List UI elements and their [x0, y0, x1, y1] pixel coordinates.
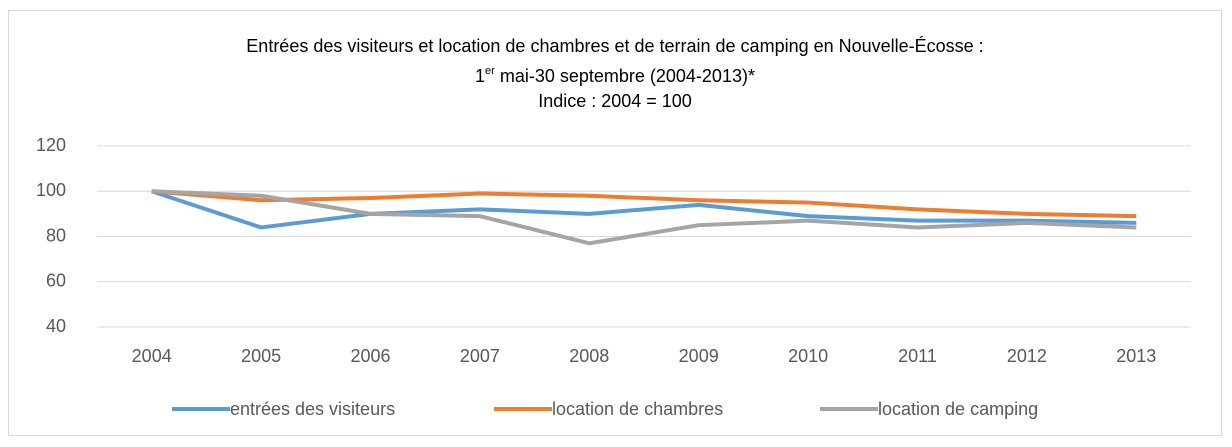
chart-subtitle: 1er mai-30 septembre (2004-2013)*	[475, 65, 755, 86]
y-tick-label: 40	[46, 316, 66, 336]
y-tick-label: 100	[36, 180, 66, 200]
x-tick-label: 2012	[1007, 346, 1047, 366]
chart-note: Indice : 2004 = 100	[538, 91, 692, 111]
line-series	[151, 189, 1137, 230]
x-tick-label: 2008	[569, 346, 609, 366]
x-tick-label: 2010	[788, 346, 828, 366]
line-series	[151, 189, 1137, 219]
subtitle-part: mai-30 septembre (2004-2013)*	[495, 66, 755, 86]
subtitle-sup: er	[485, 65, 495, 77]
x-tick-label: 2009	[679, 346, 719, 366]
x-tick-label: 2005	[241, 346, 281, 366]
y-tick-label: 120	[36, 135, 66, 155]
legend-label: location de camping	[878, 399, 1038, 419]
legend-label: location de chambres	[552, 399, 723, 419]
x-tick-label: 2006	[350, 346, 390, 366]
x-tick-label: 2013	[1116, 346, 1156, 366]
line-series	[151, 189, 1137, 246]
y-tick-label: 80	[46, 225, 66, 245]
chart-title: Entrées des visiteurs et location de cha…	[246, 36, 983, 56]
y-tick-label: 60	[46, 271, 66, 291]
subtitle-part: 1	[475, 66, 485, 86]
legend-label: entrées des visiteurs	[230, 399, 395, 419]
x-tick-label: 2007	[460, 346, 500, 366]
x-tick-label: 2011	[898, 346, 937, 366]
x-tick-label: 2004	[132, 346, 172, 366]
